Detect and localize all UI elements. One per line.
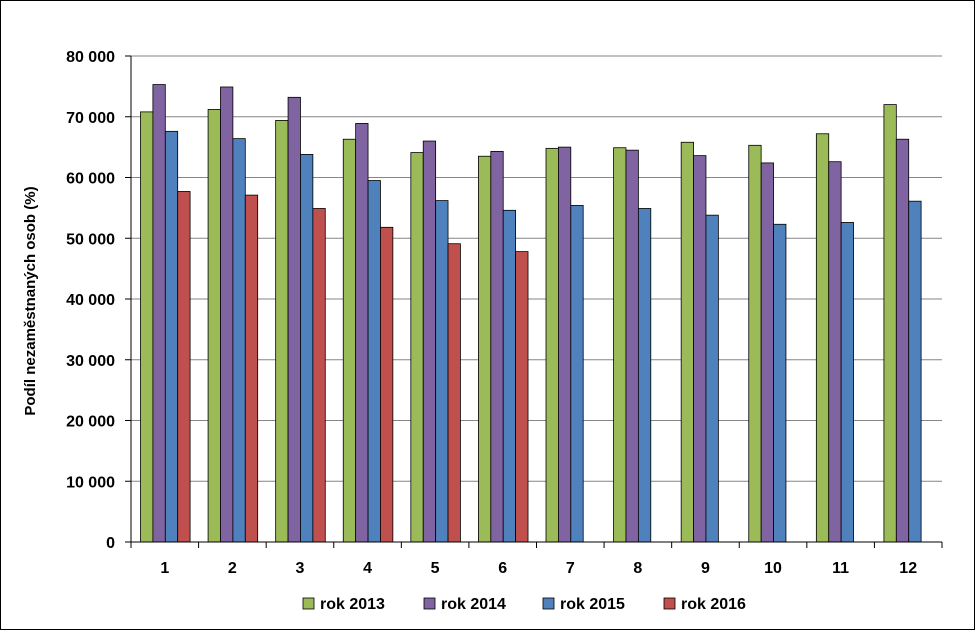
legend-swatch-rok-2015 [542, 597, 555, 610]
bar-rok-2016-4 [380, 226, 394, 543]
bar-rok-2015-5 [435, 200, 449, 543]
bar-rok-2015-7 [570, 205, 584, 543]
bar-rok-2014-11 [828, 161, 842, 543]
x-tick-label: 11 [832, 560, 849, 577]
bar-rok-2014-9 [693, 155, 707, 543]
bar-rok-2015-3 [300, 154, 314, 543]
bar-rok-2014-6 [490, 150, 504, 543]
y-tick-label: 60 000 [66, 171, 115, 188]
bar-rok-2013-12 [883, 104, 897, 543]
x-tick-label: 3 [296, 560, 305, 577]
legend-swatch-rok-2014 [423, 597, 436, 610]
y-tick-label: 40 000 [66, 292, 115, 309]
bar-rok-2013-10 [748, 144, 762, 543]
bar-rok-2016-3 [312, 208, 326, 543]
bar-rok-2014-7 [558, 146, 572, 543]
bar-rok-2014-5 [422, 140, 437, 543]
y-tick-label: 20 000 [66, 414, 115, 431]
bar-rok-2013-11 [815, 133, 830, 543]
bar-rok-2013-2 [207, 109, 221, 543]
legend-label-rok-2016: rok 2016 [681, 596, 746, 613]
bar-rok-2016-1 [177, 191, 191, 543]
bar-rok-2013-4 [342, 138, 357, 543]
bar-rok-2013-5 [410, 152, 424, 543]
bar-rok-2016-5 [447, 243, 461, 543]
y-tick-label: 0 [106, 535, 115, 552]
x-tick-label: 12 [899, 560, 917, 577]
bar-rok-2015-10 [773, 223, 787, 543]
bar-rok-2015-8 [637, 208, 652, 543]
bar-rok-2013-9 [680, 141, 694, 543]
bar-rok-2015-11 [840, 222, 854, 543]
bar-rok-2016-2 [244, 194, 259, 543]
bar-rok-2014-2 [220, 86, 234, 543]
y-axis-ticks: 0 10 000 20 000 30 000 40 000 50 000 60 000 70 … [66, 49, 131, 552]
legend-label-rok-2014: rok 2014 [441, 596, 506, 613]
bar-rok-2013-8 [613, 147, 627, 543]
y-tick-label: 50 000 [66, 231, 115, 248]
bar-rok-2014-1 [152, 84, 166, 543]
bar-rok-2014-12 [895, 138, 910, 543]
bar-rok-2013-3 [275, 119, 289, 543]
x-tick-label: 4 [363, 560, 372, 577]
legend-label-rok-2013: rok 2013 [320, 596, 385, 613]
bar-rok-2015-12 [908, 200, 922, 543]
grid-lines [131, 55, 942, 482]
x-tick-label: 7 [566, 560, 575, 577]
x-tick-label: 6 [498, 560, 507, 577]
x-tick-label: 1 [160, 560, 169, 577]
bar-rok-2015-1 [164, 130, 179, 543]
y-axis-title: Podíl nezaměstnaných osob (%) [22, 186, 39, 415]
bar-rok-2015-4 [367, 180, 381, 543]
bar-rok-2015-9 [705, 214, 719, 543]
x-tick-label: 10 [764, 560, 782, 577]
bar-rok-2013-1 [140, 111, 154, 543]
legend-swatch-rok-2013 [302, 597, 315, 610]
bar-rok-2014-8 [625, 149, 639, 543]
bar-rok-2015-6 [502, 209, 517, 543]
bar-rok-2014-10 [760, 162, 774, 543]
bar-rok-2016-6 [515, 251, 529, 543]
y-tick-label: 80 000 [66, 49, 115, 66]
y-tick-label: 10 000 [66, 474, 115, 491]
x-tick-label: 5 [431, 560, 440, 577]
legend: rok 2013 rok 2014 rok 2015 rok 2016 [302, 596, 746, 613]
bar-rok-2014-3 [287, 96, 301, 543]
x-axis-ticks: 1 2 3 4 5 6 7 8 9 10 11 12 [130, 542, 943, 577]
x-tick-label: 8 [633, 560, 642, 577]
bar-rok-2013-7 [545, 147, 559, 543]
bar-rok-2014-4 [355, 123, 369, 543]
x-tick-label: 9 [701, 560, 710, 577]
y-tick-label: 30 000 [66, 353, 115, 370]
x-tick-label: 2 [228, 560, 237, 577]
bar-rok-2013-6 [478, 155, 492, 543]
legend-label-rok-2015: rok 2015 [560, 596, 625, 613]
y-tick-label: 70 000 [66, 110, 115, 127]
bar-rok-2015-2 [232, 138, 246, 543]
bars [140, 84, 922, 543]
legend-swatch-rok-2016 [663, 597, 676, 610]
